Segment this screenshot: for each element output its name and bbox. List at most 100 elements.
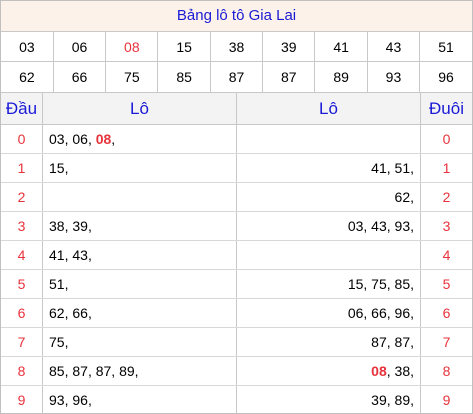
duoi-digit: 3 bbox=[420, 211, 472, 241]
table-row: 1 15, 41, 51, 1 bbox=[1, 153, 472, 183]
duoi-digit: 1 bbox=[420, 153, 472, 183]
number-cell: 93 bbox=[367, 61, 421, 93]
table-row: 2 62, 2 bbox=[1, 182, 472, 212]
table-row: 6 62, 66, 06, 66, 96, 6 bbox=[1, 298, 472, 328]
number-cell: 89 bbox=[314, 61, 368, 93]
lo-number: 43 bbox=[72, 247, 88, 263]
loto-body: 0 03, 06, 08, 0 1 15, 41, 51, 1 2 62, 2 3 38, 39, 03… bbox=[1, 124, 472, 414]
dau-digit: 3 bbox=[1, 211, 43, 241]
lo-number: 03 bbox=[49, 131, 65, 147]
duoi-digit: 7 bbox=[420, 327, 472, 357]
numbers-row-2: 62 66 75 85 87 87 89 93 96 bbox=[1, 61, 472, 93]
lo-number: 87 bbox=[95, 363, 112, 379]
header-dau: Đầu bbox=[1, 93, 43, 125]
lo-right-cell: 87, 87, bbox=[236, 327, 421, 357]
number-cell: 15 bbox=[157, 32, 211, 62]
lo-number: 75 bbox=[371, 276, 387, 292]
number-cell: 75 bbox=[105, 61, 159, 93]
number-cell: 87 bbox=[262, 61, 316, 93]
number-cell: 66 bbox=[53, 61, 107, 93]
lo-left-cell: 03, 06, 08, bbox=[42, 124, 237, 154]
lo-number: 39 bbox=[72, 218, 88, 234]
dau-digit: 7 bbox=[1, 327, 43, 357]
table-row: 5 51, 15, 75, 85, 5 bbox=[1, 269, 472, 299]
lo-left-cell: 38, 39, bbox=[42, 211, 237, 241]
lo-right-cell bbox=[236, 124, 421, 154]
lo-right-cell: 06, 66, 96, bbox=[236, 298, 421, 328]
lo-number: 06 bbox=[347, 305, 364, 321]
lo-left-cell: 15, bbox=[42, 153, 237, 183]
lo-left-cell: 85, 87, 87, 89, bbox=[42, 356, 237, 386]
lo-number: 08 bbox=[95, 131, 112, 147]
header-row: Đầu Lô Lô Đuôi bbox=[1, 93, 472, 125]
header-lo-left: Lô bbox=[42, 93, 237, 125]
dau-digit: 4 bbox=[1, 240, 43, 270]
lo-number: 38 bbox=[49, 218, 65, 234]
lo-right-cell: 39, 89, bbox=[236, 385, 421, 414]
number-cell: 06 bbox=[53, 32, 107, 62]
lo-number: 15 bbox=[347, 276, 364, 292]
lo-left-cell bbox=[42, 182, 237, 212]
lo-number: 89 bbox=[119, 363, 135, 379]
lo-number: 06 bbox=[72, 131, 88, 147]
lo-number: 08 bbox=[371, 363, 387, 379]
lo-number: 41 bbox=[371, 160, 387, 176]
duoi-digit: 5 bbox=[420, 269, 472, 299]
lo-number: 62 bbox=[49, 305, 65, 321]
numbers-row-1: 03 06 08 15 38 39 41 43 51 bbox=[1, 32, 472, 62]
lo-number: 03 bbox=[347, 218, 364, 234]
lo-number: 41 bbox=[49, 247, 65, 263]
dau-digit: 8 bbox=[1, 356, 43, 386]
lo-right-cell: 08, 38, bbox=[236, 356, 421, 386]
number-cell: 85 bbox=[157, 61, 211, 93]
table-row: 9 93, 96, 39, 89, 9 bbox=[1, 385, 472, 414]
lo-right-cell: 03, 43, 93, bbox=[236, 211, 421, 241]
lo-number: 66 bbox=[72, 305, 88, 321]
dau-digit: 2 bbox=[1, 182, 43, 212]
lo-number: 85 bbox=[394, 276, 411, 292]
table-row: 8 85, 87, 87, 89, 08, 38, 8 bbox=[1, 356, 472, 386]
number-cell: 08 bbox=[105, 32, 159, 62]
dau-digit: 6 bbox=[1, 298, 43, 328]
lo-right-cell: 41, 51, bbox=[236, 153, 421, 183]
lo-number: 39 bbox=[371, 392, 387, 408]
lo-left-cell: 41, 43, bbox=[42, 240, 237, 270]
table-title: Bảng lô tô Gia Lai bbox=[1, 1, 472, 32]
duoi-digit: 0 bbox=[420, 124, 472, 154]
lo-number: 85 bbox=[49, 363, 65, 379]
lo-number: 51 bbox=[49, 276, 65, 292]
lo-left-cell: 62, 66, bbox=[42, 298, 237, 328]
loto-breakdown: Đầu Lô Lô Đuôi 0 03, 06, 08, 0 1 15, 41, 51, 1… bbox=[1, 93, 472, 414]
lo-number: 93 bbox=[49, 392, 65, 408]
lo-number: 75 bbox=[49, 334, 65, 350]
lo-right-cell bbox=[236, 240, 421, 270]
number-cell: 39 bbox=[262, 32, 316, 62]
lo-number: 66 bbox=[371, 305, 387, 321]
lo-number: 62 bbox=[394, 189, 411, 205]
number-cell: 62 bbox=[1, 61, 54, 93]
lo-right-cell: 62, bbox=[236, 182, 421, 212]
duoi-digit: 4 bbox=[420, 240, 472, 270]
lo-number: 93 bbox=[394, 218, 411, 234]
number-cell: 43 bbox=[367, 32, 421, 62]
lo-right-cell: 15, 75, 85, bbox=[236, 269, 421, 299]
table-row: 0 03, 06, 08, 0 bbox=[1, 124, 472, 154]
dau-digit: 5 bbox=[1, 269, 43, 299]
lo-number: 15 bbox=[49, 160, 65, 176]
dau-digit: 1 bbox=[1, 153, 43, 183]
duoi-digit: 6 bbox=[420, 298, 472, 328]
lo-number: 87 bbox=[72, 363, 88, 379]
lo-number: 43 bbox=[371, 218, 387, 234]
header-duoi: Đuôi bbox=[420, 93, 472, 125]
lo-left-cell: 93, 96, bbox=[42, 385, 237, 414]
numbers-grid: 03 06 08 15 38 39 41 43 51 62 66 75 85 87 87 89 93 96 bbox=[1, 32, 472, 93]
number-cell: 96 bbox=[419, 61, 472, 93]
dau-digit: 9 bbox=[1, 385, 43, 414]
number-cell: 41 bbox=[314, 32, 368, 62]
table-row: 3 38, 39, 03, 43, 93, 3 bbox=[1, 211, 472, 241]
header-lo-right: Lô bbox=[236, 93, 421, 125]
table-row: 7 75, 87, 87, 7 bbox=[1, 327, 472, 357]
number-cell: 38 bbox=[210, 32, 264, 62]
duoi-digit: 9 bbox=[442, 392, 451, 408]
